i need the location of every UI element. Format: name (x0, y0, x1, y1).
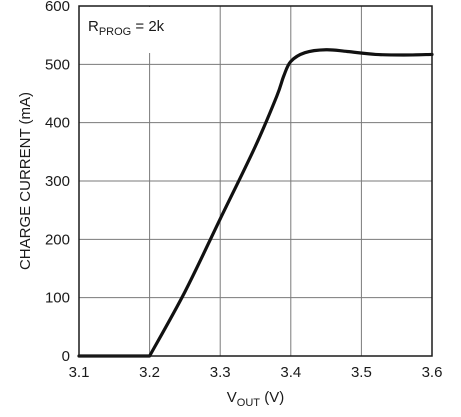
annotation-box (80, 7, 188, 53)
x-axis-label-sub: OUT (237, 397, 261, 409)
y-tick-label: 300 (45, 173, 70, 190)
grid (78, 5, 433, 357)
y-tick-label: 100 (45, 290, 70, 307)
annotation-main: R (88, 18, 99, 35)
x-axis-label-main: V (227, 389, 237, 406)
x-tick-labels: 3.1 3.2 3.3 3.4 3.5 3.6 (69, 364, 443, 381)
annotation-sub: PROG (99, 26, 131, 38)
annotation-rprog: RPROG = 2k (88, 18, 165, 38)
x-tick-label: 3.5 (351, 364, 372, 381)
x-tick-label: 3.4 (280, 364, 301, 381)
y-tick-label: 200 (45, 231, 70, 248)
y-tick-label: 600 (45, 0, 70, 15)
y-axis-label: CHARGE CURRENT (mA) (17, 92, 34, 270)
charge-current-line-0 (77, 48, 434, 358)
annotation-rest: = 2k (131, 18, 164, 35)
plot-frame (78, 5, 433, 357)
x-axis-label: VOUT (V) (227, 389, 284, 409)
x-tick-label: 3.1 (69, 364, 90, 381)
x-tick-label: 3.3 (210, 364, 231, 381)
x-tick-label: 3.6 (422, 364, 443, 381)
y-tick-label: 400 (45, 115, 70, 132)
x-tick-label: 3.2 (139, 364, 160, 381)
y-tick-label: 500 (45, 56, 70, 73)
series-group (77, 48, 434, 358)
x-axis-label-unit: (V) (260, 389, 284, 406)
y-tick-labels: 0 100 200 300 400 500 600 (45, 0, 70, 365)
y-tick-label: 0 (62, 348, 70, 365)
